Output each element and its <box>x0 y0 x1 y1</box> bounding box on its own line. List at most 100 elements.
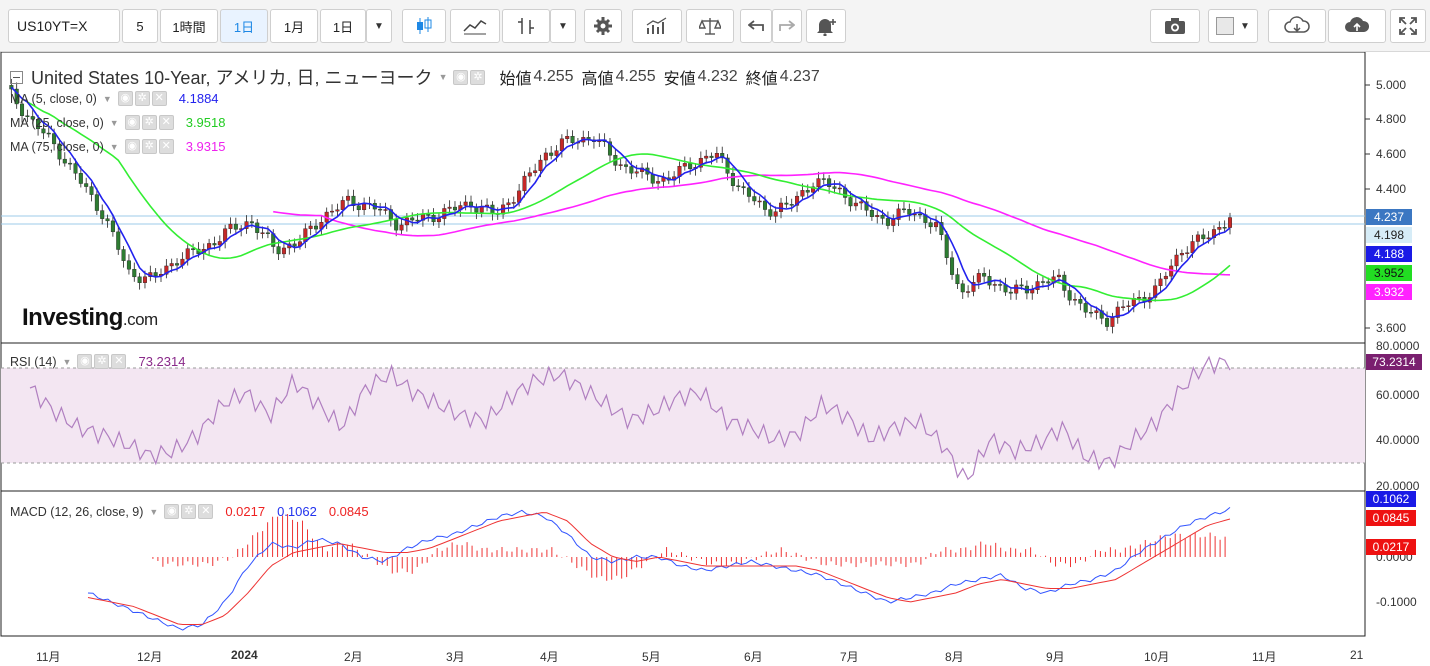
load-chart-button[interactable] <box>1268 9 1326 43</box>
eye-icon[interactable]: ◉ <box>117 91 133 106</box>
candle <box>132 268 137 278</box>
gear-icon[interactable]: ✲ <box>141 139 157 154</box>
candle <box>1174 254 1179 267</box>
price-tick-4400: 4.400 <box>1376 182 1407 196</box>
candle <box>463 201 468 206</box>
gear-icon[interactable]: ✲ <box>181 504 197 519</box>
candle <box>656 181 661 184</box>
expand-icon <box>1399 17 1417 35</box>
candlestick-type-button[interactable] <box>402 9 446 43</box>
legend-controls: ◉ ✲ <box>453 69 486 85</box>
candle <box>522 175 527 192</box>
candle <box>827 178 832 187</box>
candle <box>795 195 800 206</box>
ma75-dropdown-icon[interactable]: ▼ <box>109 141 119 152</box>
close-icon[interactable]: ✕ <box>198 504 214 519</box>
ma25-dropdown-icon[interactable]: ▼ <box>109 117 119 128</box>
gear-icon[interactable]: ✲ <box>134 91 150 106</box>
chart-canvas[interactable] <box>0 52 1430 666</box>
compare-button[interactable] <box>686 9 734 43</box>
candle <box>698 157 703 168</box>
redo-button[interactable] <box>772 9 802 43</box>
ma5-legend: MA (5, close, 0) ▼ ◉ ✲ ✕ 4.1884 <box>10 91 219 106</box>
macd-histogram <box>152 514 1226 581</box>
candle <box>607 141 612 156</box>
range-1d-button[interactable]: 1日 <box>320 9 366 43</box>
line-type-button[interactable] <box>450 9 500 43</box>
low-label: 安値 <box>663 71 696 88</box>
collapse-icon[interactable] <box>10 70 23 84</box>
settings-button[interactable] <box>584 9 622 43</box>
ohlc-bars-icon <box>518 18 534 34</box>
rsi-band <box>1 368 1365 463</box>
macd-line <box>87 507 1231 631</box>
range-dropdown-button[interactable]: ▼ <box>366 9 392 43</box>
close-icon[interactable]: ✕ <box>111 354 127 369</box>
chart-type-dropdown[interactable]: ▼ <box>550 9 576 43</box>
eye-icon[interactable]: ◉ <box>453 69 469 85</box>
ohlc-type-button[interactable] <box>502 9 550 43</box>
interval-1d-button[interactable]: 1日 <box>220 9 268 43</box>
chart-area[interactable]: United States 10-Year, アメリカ, 日, ニューヨーク ▼… <box>0 52 1430 666</box>
eye-icon[interactable]: ◉ <box>77 354 93 369</box>
candle <box>469 201 474 208</box>
candle <box>784 202 789 205</box>
background-color-button[interactable]: ▼ <box>1208 9 1258 43</box>
cloud-download-icon <box>1284 16 1310 33</box>
gear-icon[interactable]: ✲ <box>141 115 157 130</box>
screenshot-button[interactable] <box>1150 9 1200 43</box>
close-icon[interactable]: ✕ <box>151 91 167 106</box>
candle <box>1206 237 1211 240</box>
candle <box>982 273 987 277</box>
candle <box>853 202 858 207</box>
candle <box>682 163 687 167</box>
eye-icon[interactable]: ◉ <box>124 115 140 130</box>
eye-icon[interactable]: ◉ <box>124 139 140 154</box>
ma25-price-tag: 3.952 <box>1366 265 1412 281</box>
date-label: 5月 <box>642 650 661 664</box>
close-icon[interactable]: ✕ <box>158 139 174 154</box>
candle <box>1094 310 1099 313</box>
title-dropdown-icon[interactable]: ▼ <box>438 72 448 82</box>
eye-icon[interactable]: ◉ <box>164 504 180 519</box>
camera-icon <box>1165 18 1185 34</box>
candle <box>864 201 869 211</box>
ma5-line <box>10 86 1231 319</box>
price-tick-4600: 4.600 <box>1376 147 1407 161</box>
fullscreen-button[interactable] <box>1390 9 1426 43</box>
ma5-dropdown-icon[interactable]: ▼ <box>102 93 112 104</box>
candle <box>800 190 805 197</box>
macd-dropdown-icon[interactable]: ▼ <box>149 506 159 517</box>
candle <box>105 218 110 222</box>
undo-button[interactable] <box>740 9 772 43</box>
save-chart-button[interactable] <box>1328 9 1386 43</box>
candle <box>1153 285 1158 298</box>
redo-icon <box>779 20 795 31</box>
candle <box>538 159 543 171</box>
interval-1h-button[interactable]: 1時間 <box>160 9 218 43</box>
close-icon[interactable]: ✕ <box>158 115 174 130</box>
date-label: 11月 <box>36 650 61 664</box>
candle <box>768 209 773 217</box>
rsi-value: 73.2314 <box>138 354 186 369</box>
candle <box>191 248 196 250</box>
gear-icon[interactable]: ✲ <box>94 354 110 369</box>
ma25-label: MA (25, close, 0) <box>10 115 104 130</box>
symbol-input[interactable]: US10YT=X <box>8 9 120 43</box>
rsi-dropdown-icon[interactable]: ▼ <box>62 356 72 367</box>
indicators-button[interactable] <box>632 9 682 43</box>
candle <box>233 223 238 230</box>
gear-icon[interactable]: ✲ <box>470 69 486 85</box>
interval-5-button[interactable]: 5 <box>122 9 158 43</box>
candle <box>976 273 981 283</box>
alert-button[interactable] <box>806 9 846 43</box>
candle <box>62 158 67 164</box>
candle <box>1195 234 1200 242</box>
rsi-line <box>29 355 1231 481</box>
range-1m-button[interactable]: 1月 <box>270 9 318 43</box>
candle <box>901 208 906 211</box>
gear-icon <box>594 17 612 35</box>
candle <box>394 219 399 231</box>
candle <box>907 208 912 215</box>
candle <box>533 170 538 173</box>
